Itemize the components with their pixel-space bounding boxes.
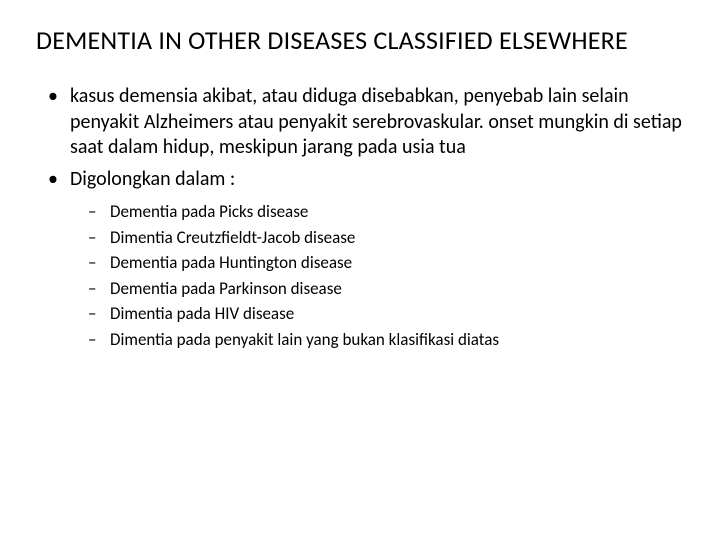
- slide-container: DEMENTIA IN OTHER DISEASES CLASSIFIED EL…: [0, 0, 720, 540]
- subbullet-text: Dimentia pada penyakit lain yang bukan k…: [110, 329, 499, 350]
- list-item: Digolongkan dalam : Dementia pada Picks …: [70, 167, 684, 351]
- list-item: kasus demensia akibat, atau diduga diseb…: [70, 84, 684, 161]
- bullet-list: kasus demensia akibat, atau diduga diseb…: [36, 84, 684, 351]
- list-item: Dementia pada Picks disease: [110, 200, 684, 223]
- bullet-text: kasus demensia akibat, atau diduga diseb…: [70, 84, 682, 159]
- bullet-text: Digolongkan dalam :: [70, 167, 235, 191]
- subbullet-text: Dementia pada Huntington disease: [110, 252, 352, 273]
- list-item: Dimentia Creutzfieldt-Jacob disease: [110, 226, 684, 249]
- sub-bullet-list: Dementia pada Picks disease Dimentia Cre…: [70, 200, 684, 351]
- subbullet-text: Dimentia pada HIV disease: [110, 303, 294, 324]
- slide-title: DEMENTIA IN OTHER DISEASES CLASSIFIED EL…: [36, 24, 684, 56]
- list-item: Dementia pada Huntington disease: [110, 251, 684, 274]
- subbullet-text: Dementia pada Picks disease: [110, 201, 308, 222]
- list-item: Dimentia pada HIV disease: [110, 302, 684, 325]
- subbullet-text: Dimentia Creutzfieldt-Jacob disease: [110, 227, 355, 248]
- subbullet-text: Dementia pada Parkinson disease: [110, 278, 342, 299]
- list-item: Dimentia pada penyakit lain yang bukan k…: [110, 328, 684, 351]
- list-item: Dementia pada Parkinson disease: [110, 277, 684, 300]
